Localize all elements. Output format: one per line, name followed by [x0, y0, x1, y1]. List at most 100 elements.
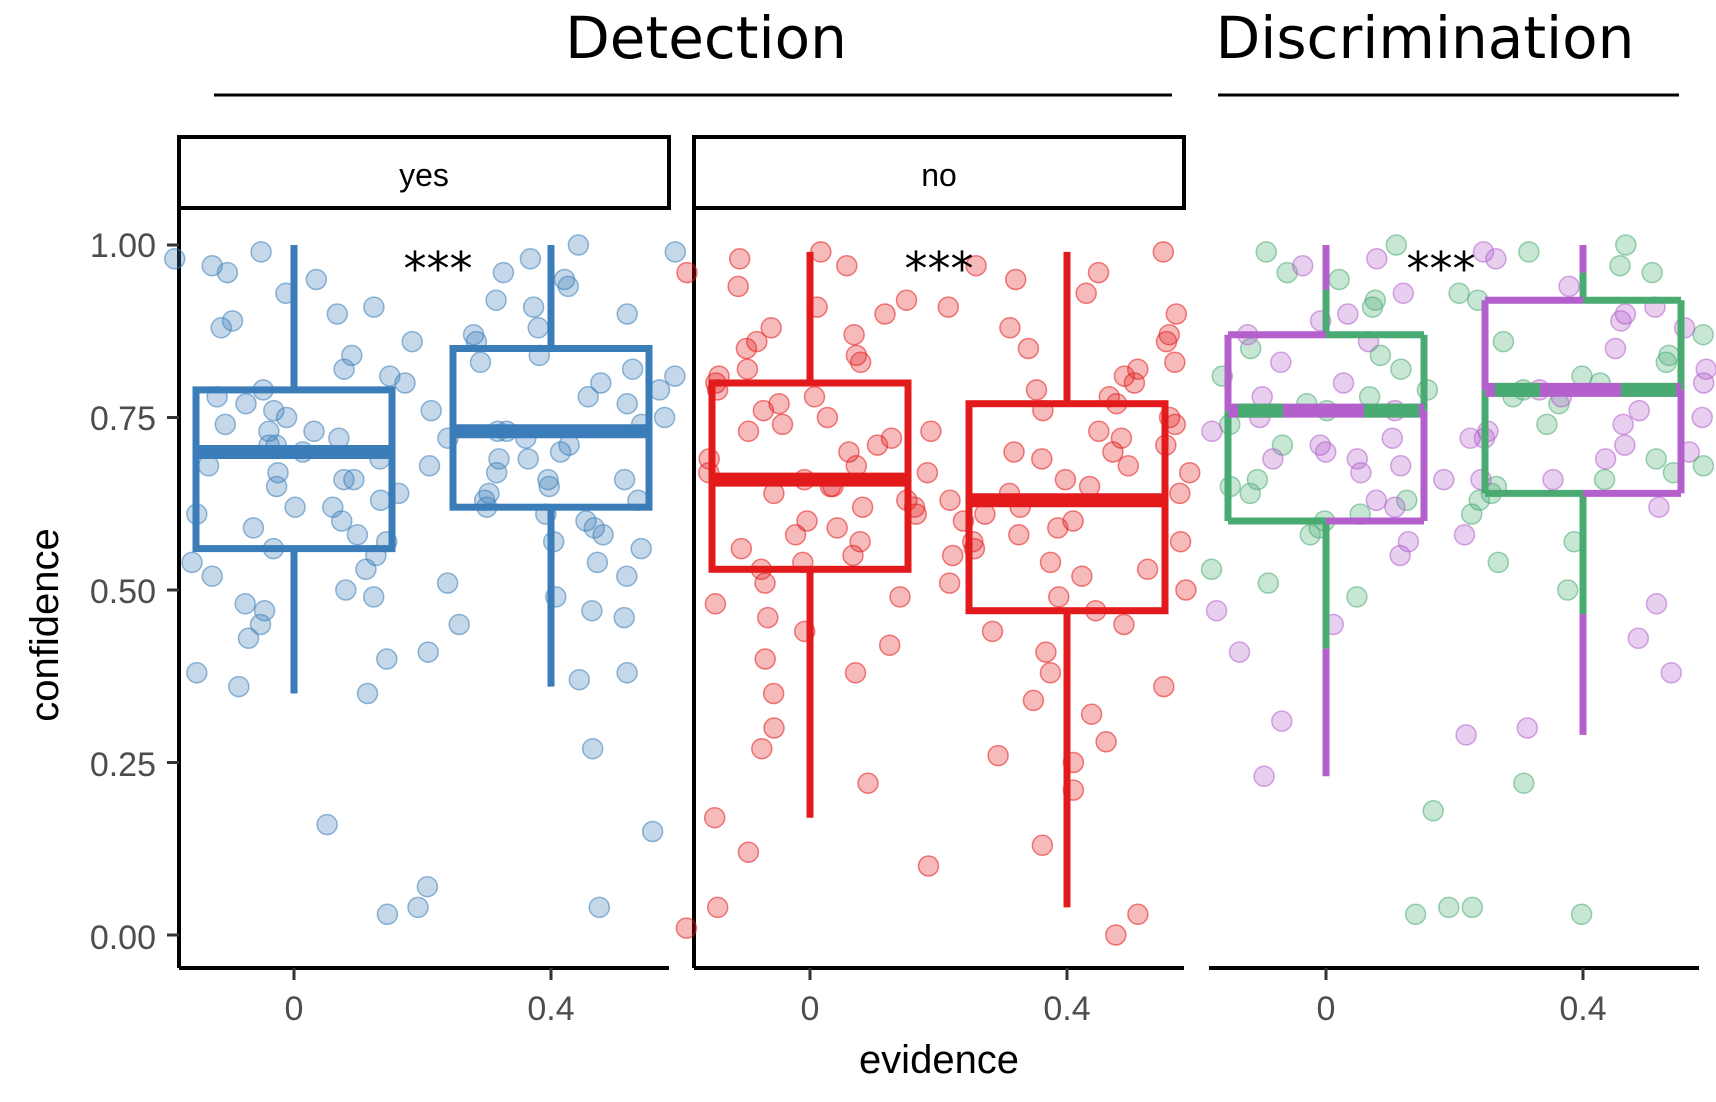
- data-point: [1039, 551, 1062, 574]
- data-point: [1031, 448, 1053, 470]
- data-point: [346, 524, 369, 546]
- data-point: [1433, 468, 1455, 491]
- data-point: [1337, 303, 1359, 325]
- data-point: [1558, 275, 1580, 298]
- data-point: [1332, 372, 1355, 394]
- data-point: [305, 268, 328, 291]
- data-point: [621, 358, 644, 380]
- data-point: [616, 303, 638, 325]
- data-point: [275, 406, 298, 429]
- data-point: [1017, 337, 1040, 360]
- data-point: [1392, 282, 1415, 305]
- data-point: [592, 524, 614, 546]
- data-point: [1389, 455, 1412, 477]
- data-point: [1047, 517, 1069, 539]
- data-point: [843, 323, 865, 346]
- data-point: [416, 875, 439, 898]
- data-point: [771, 413, 794, 436]
- data-point: [1366, 248, 1388, 270]
- data-point: [235, 392, 257, 415]
- data-point: [1003, 441, 1025, 463]
- strip-no-label: no: [921, 157, 957, 193]
- x-tick-label: 0: [801, 990, 820, 1028]
- data-point: [253, 599, 276, 622]
- data-point: [517, 448, 539, 470]
- y-tick-label: 1.00: [90, 227, 156, 265]
- data-point: [746, 330, 768, 353]
- data-point: [1570, 903, 1593, 926]
- data-point: [1556, 579, 1579, 601]
- data-point: [330, 510, 353, 532]
- data-point: [1205, 599, 1228, 622]
- data-point: [237, 627, 260, 650]
- data-point: [1461, 896, 1484, 919]
- data-point: [469, 351, 492, 374]
- data-point: [613, 606, 635, 629]
- data-point: [981, 620, 1004, 643]
- data-point: [1175, 579, 1197, 601]
- data-point: [1117, 455, 1140, 477]
- data-point: [917, 855, 940, 877]
- plot-layer: [163, 208, 1716, 980]
- data-point: [333, 358, 355, 380]
- data-point: [214, 413, 237, 436]
- data-point: [417, 641, 439, 663]
- data-point: [210, 317, 232, 339]
- data-point: [1594, 448, 1617, 470]
- data-point: [1169, 482, 1191, 505]
- data-point: [407, 896, 429, 919]
- data-point: [616, 662, 638, 684]
- data-point: [1246, 468, 1269, 491]
- data-point: [1095, 731, 1117, 753]
- data-point: [1692, 455, 1715, 477]
- data-point: [1422, 800, 1444, 822]
- data-point: [1485, 248, 1507, 270]
- x-axis-title: evidence: [859, 1038, 1019, 1082]
- data-point: [363, 296, 385, 318]
- data-point: [784, 524, 807, 546]
- data-point: [1692, 323, 1714, 346]
- data-point: [249, 613, 272, 636]
- data-point: [1468, 489, 1491, 512]
- data-point: [895, 289, 918, 311]
- data-point: [356, 682, 379, 705]
- data-point: [838, 441, 860, 463]
- data-point: [1610, 310, 1632, 332]
- data-point: [844, 662, 867, 684]
- data-point: [1113, 365, 1136, 387]
- data-point: [965, 254, 987, 277]
- data-point: [581, 737, 604, 760]
- significance-label: ***: [1407, 242, 1476, 296]
- data-point: [653, 406, 676, 429]
- data-point: [1641, 261, 1663, 284]
- data-point: [1691, 406, 1713, 429]
- data-point: [586, 551, 609, 574]
- data-point: [762, 682, 785, 705]
- data-point: [538, 475, 560, 498]
- data-point: [1088, 420, 1110, 443]
- data-point: [1169, 530, 1192, 553]
- data-point: [1346, 586, 1368, 608]
- data-point: [216, 261, 239, 284]
- data-point: [1692, 372, 1715, 394]
- data-point: [316, 813, 338, 836]
- data-point: [939, 489, 961, 512]
- data-point: [1396, 489, 1418, 512]
- data-point: [557, 275, 579, 298]
- data-point: [1152, 241, 1175, 263]
- data-point: [1695, 358, 1716, 380]
- data-point: [1614, 434, 1636, 456]
- y-tick-label: 0.00: [90, 919, 156, 957]
- data-point: [675, 917, 698, 939]
- data-point: [728, 248, 751, 270]
- data-point: [1087, 261, 1110, 284]
- data-point: [916, 461, 939, 484]
- data-point: [1239, 337, 1262, 360]
- data-point: [265, 475, 288, 498]
- data-point: [1648, 496, 1670, 518]
- data-point: [1658, 344, 1680, 367]
- data-point: [1536, 413, 1558, 436]
- data-point: [704, 593, 727, 615]
- data-point: [228, 675, 250, 698]
